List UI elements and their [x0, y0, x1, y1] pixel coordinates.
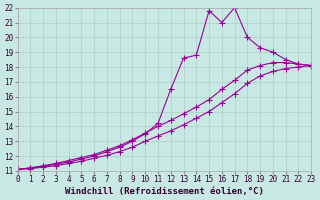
X-axis label: Windchill (Refroidissement éolien,°C): Windchill (Refroidissement éolien,°C): [65, 187, 264, 196]
